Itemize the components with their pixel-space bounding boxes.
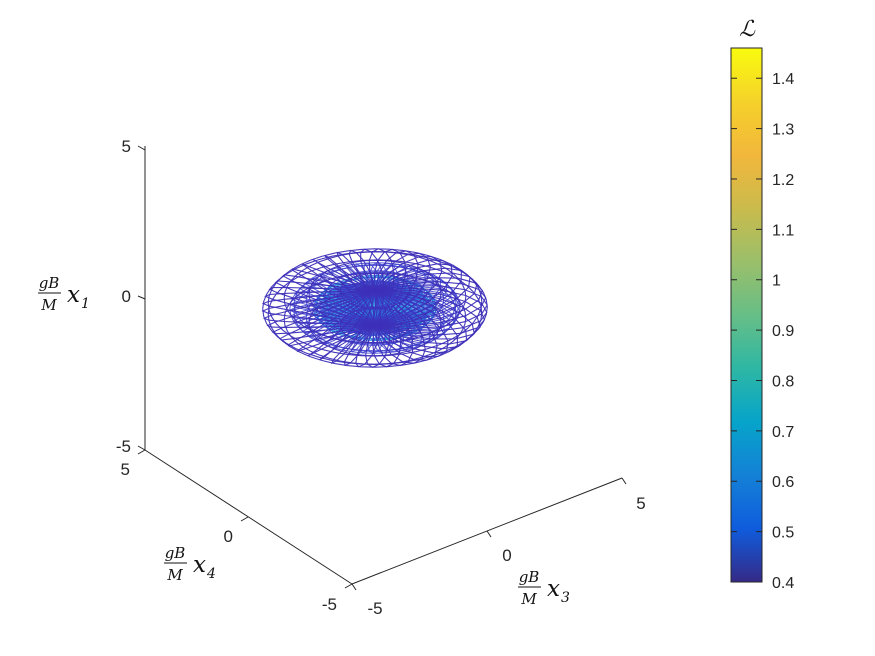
x1-tick-label: 0 <box>122 287 131 306</box>
wireframe-surfaces <box>261 248 488 368</box>
colorbar-tick-label: 1.4 <box>772 71 794 88</box>
colorbar-tick-label: 0.9 <box>772 323 794 340</box>
wire-meridian <box>268 286 376 327</box>
wire-meridian <box>374 263 462 327</box>
wire-meridian <box>271 289 376 335</box>
x4-tick-0 <box>240 516 249 522</box>
wire-meridian <box>264 289 376 327</box>
wire-meridian <box>274 280 376 327</box>
x1-label-variable: x <box>67 282 80 308</box>
wire-meridian <box>374 292 459 331</box>
wire-meridian <box>282 274 376 327</box>
wire-meridian <box>307 289 376 357</box>
colorbar-tick-label: 1 <box>772 273 781 290</box>
x3-tick-5 <box>621 477 627 485</box>
x4-label-denominator: M <box>166 566 183 584</box>
wire-meridian <box>374 277 483 327</box>
wire-ring <box>267 248 483 357</box>
x4-axis-line <box>144 449 353 585</box>
x1-tick-label: 5 <box>122 137 131 156</box>
wire-meridian <box>343 289 377 367</box>
x3-label-denominator: M <box>520 590 537 608</box>
colorbar-tick-label: 0.6 <box>772 474 794 491</box>
colorbar-tick-label: 1.1 <box>772 222 794 239</box>
wire-meridian <box>374 281 487 327</box>
colorbar-ticks: 1.4 1.3 1.2 1.1 1 0.9 0.8 0.7 0.6 0.5 0.4 <box>731 71 794 592</box>
x3-axis-label: gB M x 3 <box>518 568 570 608</box>
colorbar-label: ℒ <box>739 17 756 42</box>
wire-meridian <box>319 289 376 361</box>
x1-tick-bot <box>137 445 146 451</box>
x1-tick-label: -5 <box>116 437 131 456</box>
x3-tick-0 <box>486 530 492 538</box>
wire-meridian <box>374 272 478 327</box>
x4-axis-label: gB M x 4 <box>164 544 216 584</box>
wire-meridian <box>374 289 438 361</box>
wire-meridian <box>374 289 459 354</box>
wire-ring <box>283 251 467 344</box>
x1-label-subscript: 1 <box>81 296 90 312</box>
wire-ring <box>308 259 442 328</box>
axes-3d <box>137 145 627 591</box>
colorbar-tick-label: 1.3 <box>772 122 794 139</box>
colorbar-gradient <box>730 47 763 583</box>
wire-meridian <box>330 289 376 365</box>
colorbar-tick-label: 0.5 <box>772 525 794 542</box>
x4-tick-label: 5 <box>121 460 130 479</box>
wire-meridian <box>374 289 475 345</box>
x3-tick-label: -5 <box>367 599 382 618</box>
x4-tick-5 <box>137 449 146 455</box>
x3-tick-label: 5 <box>636 494 645 513</box>
wire-meridian <box>374 289 481 340</box>
wire-meridian <box>374 289 486 336</box>
x3-tick-labels: -5 0 5 <box>367 494 645 618</box>
wire-meridian <box>374 267 471 327</box>
wire-meridian <box>374 289 449 358</box>
wire-meridian <box>332 292 376 349</box>
x1-label-denominator: M <box>40 296 57 314</box>
x4-tick-label: 0 <box>224 527 233 546</box>
x4-tick-m5 <box>344 583 353 589</box>
wire-meridian <box>262 289 376 327</box>
x1-tick-mid <box>137 295 146 300</box>
x3-tick-m5 <box>351 583 357 591</box>
wire-meridian <box>312 258 376 327</box>
colorbar-tick-label: 0.4 <box>772 575 794 592</box>
wire-meridian <box>287 289 376 347</box>
x1-tick-labels: 5 0 -5 <box>116 137 131 456</box>
x3-label-subscript: 3 <box>561 590 570 606</box>
wire-meridian <box>374 287 488 332</box>
wire-meridian <box>355 289 382 368</box>
wire-meridian <box>373 248 407 327</box>
x1-label-numerator: gB <box>39 274 60 292</box>
x1-axis-label: gB M x 1 <box>38 274 90 314</box>
x4-label-variable: x <box>193 552 206 578</box>
x3-label-variable: x <box>547 576 560 602</box>
x4-tick-label: -5 <box>322 595 337 614</box>
x1-tick-top <box>137 145 146 151</box>
wire-meridian <box>374 289 426 364</box>
x4-tick-labels: 5 0 -5 <box>121 460 337 614</box>
wire-meridian <box>261 289 376 327</box>
wire-meridian <box>374 289 414 367</box>
wire-meridian <box>374 250 419 327</box>
wire-meridian <box>374 280 453 324</box>
surface-outer <box>261 248 488 368</box>
colorbar-tick-label: 0.8 <box>772 373 794 390</box>
colorbar-tick-label: 0.7 <box>772 424 794 441</box>
x4-label-subscript: 4 <box>206 566 216 582</box>
wire-meridian <box>374 292 456 334</box>
wire-meridian <box>374 259 453 327</box>
x4-label-numerator: gB <box>165 544 186 562</box>
colorbar-tick-label: 1.2 <box>772 172 794 189</box>
x3-tick-label: 0 <box>502 546 511 565</box>
wire-meridian <box>324 255 376 327</box>
x3-label-numerator: gB <box>519 568 540 586</box>
wire-meridian <box>374 292 445 341</box>
wire-meridian <box>374 285 488 329</box>
colorbar: ℒ 1.4 1.3 1.2 1.1 1 0.9 0.8 0.7 0.6 0.5 0.4 <box>730 17 794 592</box>
wire-meridian <box>296 289 376 353</box>
